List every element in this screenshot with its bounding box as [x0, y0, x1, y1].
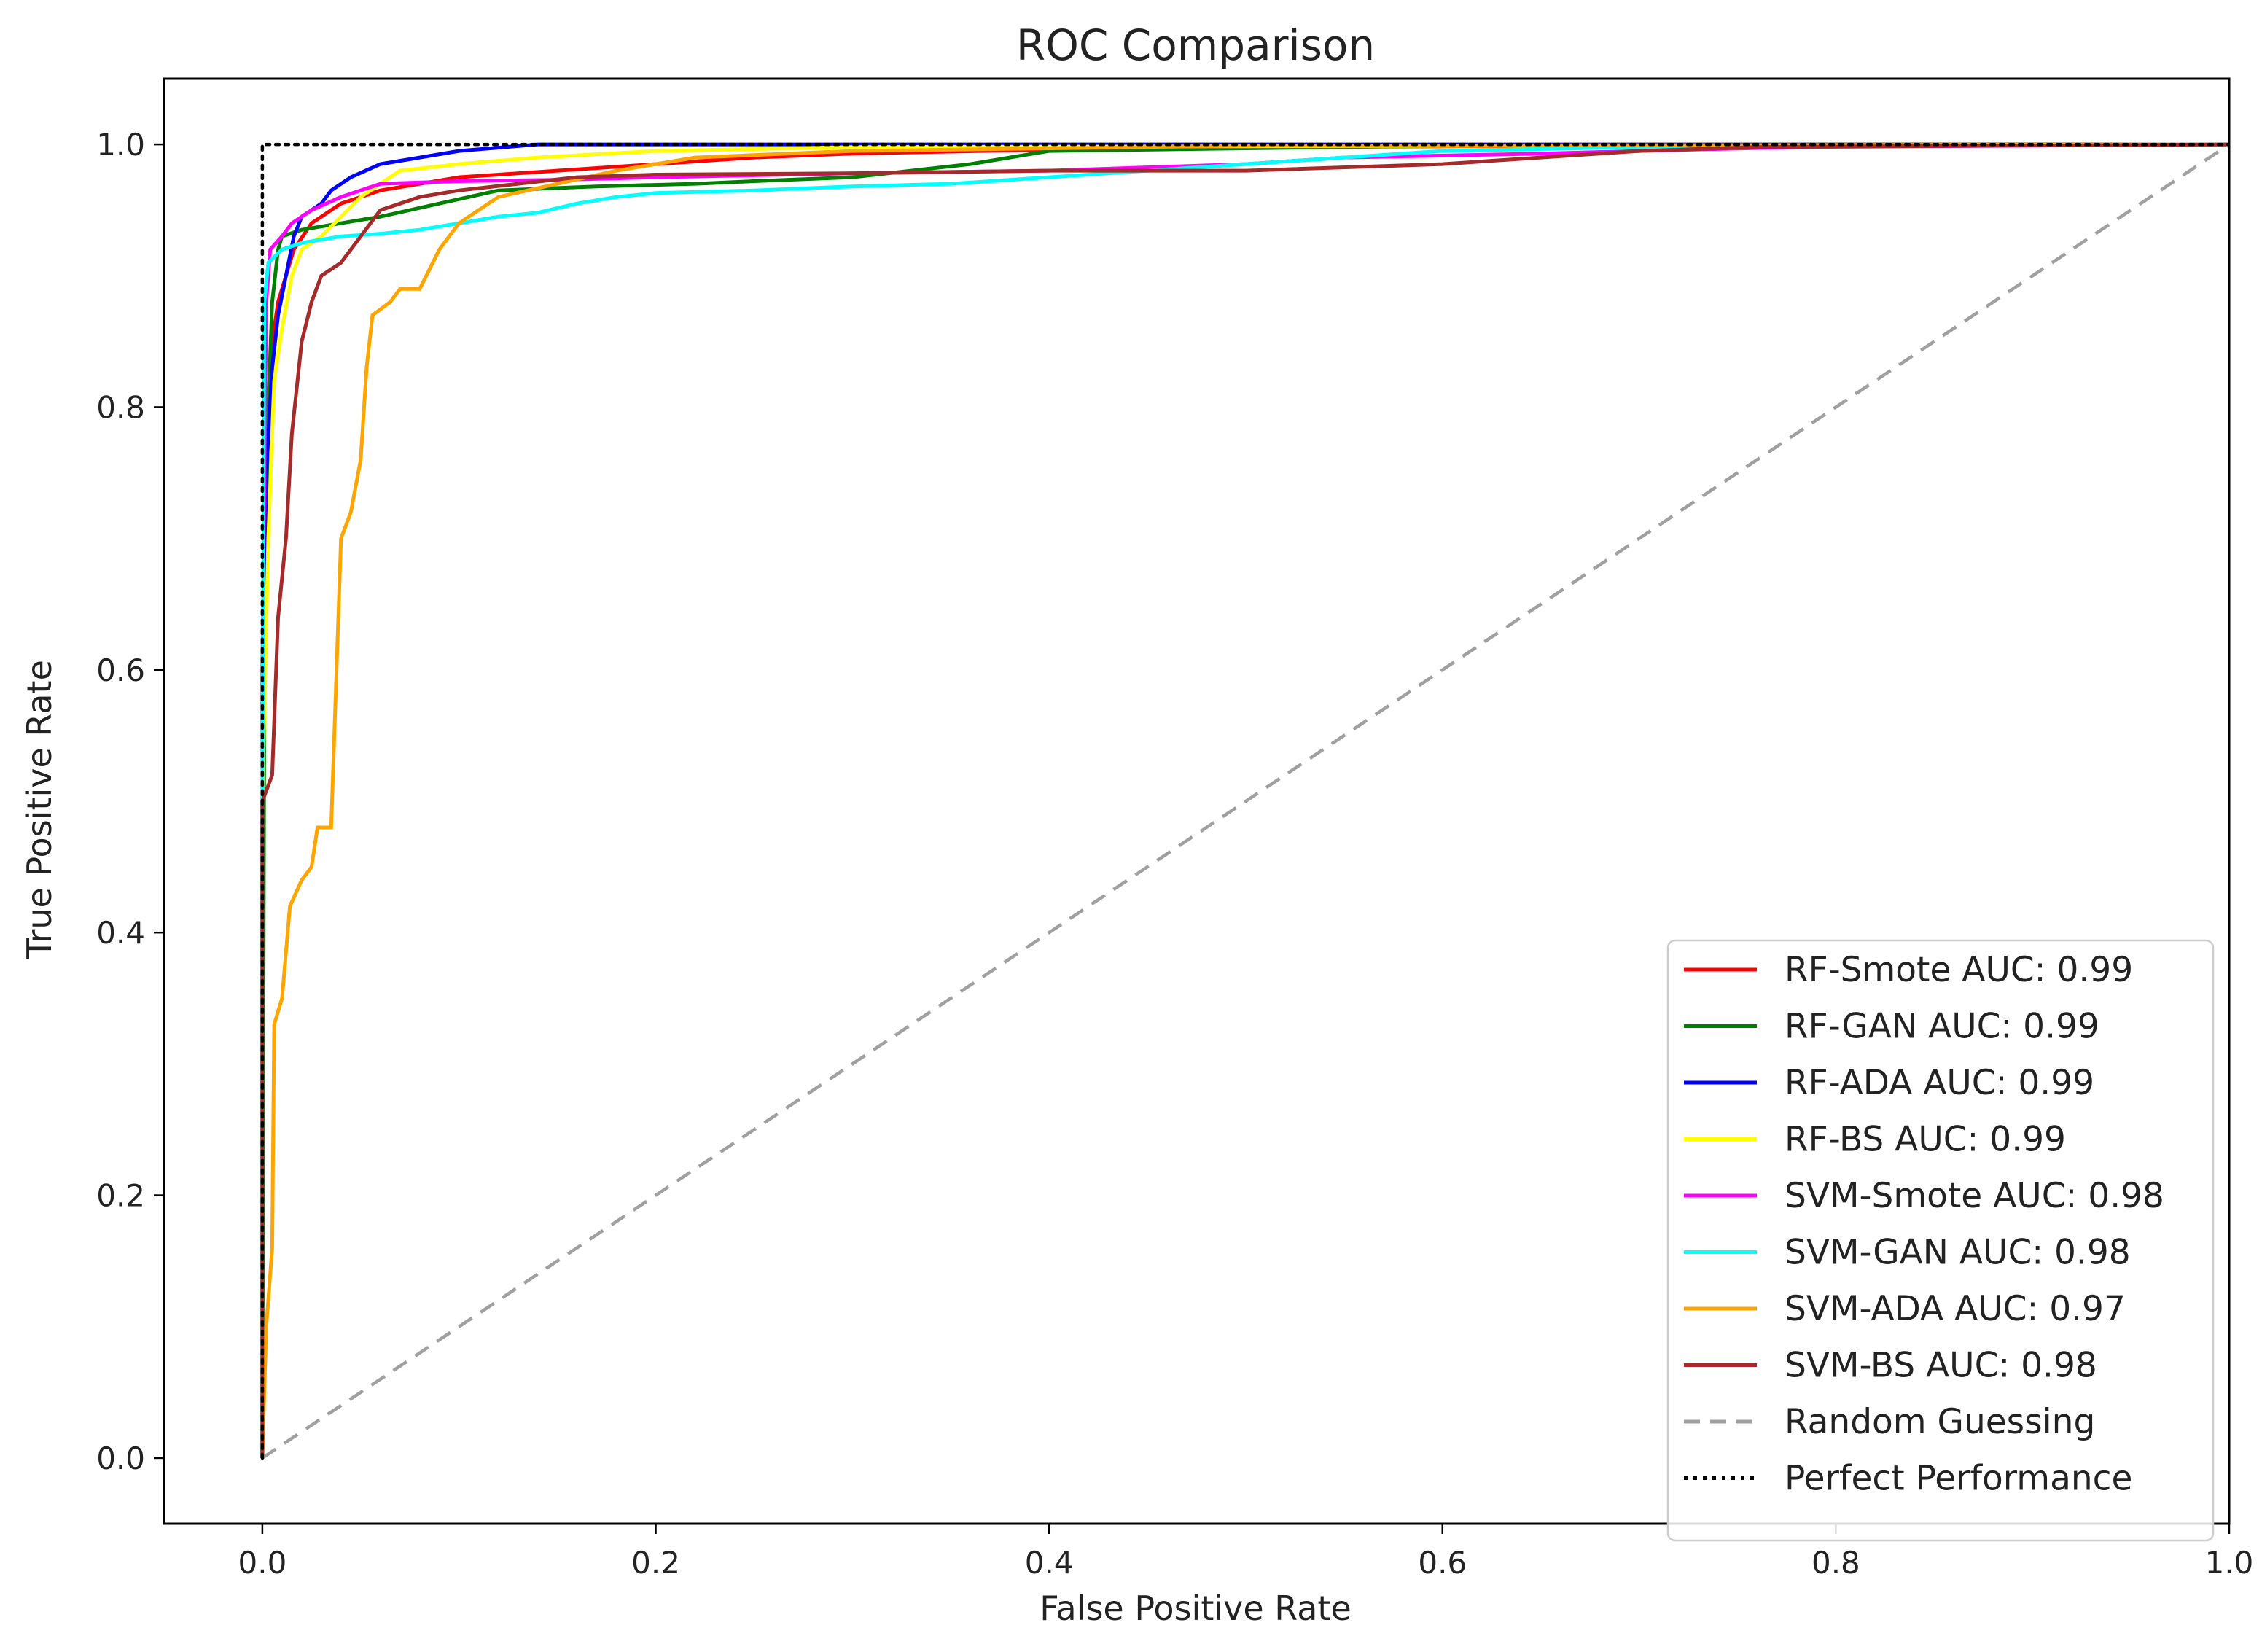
x-tick-label: 0.8 — [1811, 1545, 1860, 1581]
legend-label-rf-ada: RF-ADA AUC: 0.99 — [1785, 1063, 2094, 1103]
series-line-svm-bs — [260, 142, 2229, 1458]
y-axis-label: True Positive Rate — [20, 660, 59, 959]
plot-border — [163, 77, 2231, 1525]
x-tick-label: 0.6 — [1418, 1545, 1467, 1581]
y-tick-label: 0.2 — [96, 1178, 145, 1214]
y-tick-label: 1.0 — [96, 127, 145, 163]
legend-label-rf-smote: RF-Smote AUC: 0.99 — [1785, 950, 2133, 990]
x-tick-label: 1.0 — [2205, 1545, 2254, 1581]
legend-label-svm-ada: SVM-ADA AUC: 0.97 — [1785, 1289, 2126, 1329]
y-tick-label: 0.8 — [96, 389, 145, 425]
legend-label-svm-smote: SVM-Smote AUC: 0.98 — [1785, 1176, 2164, 1216]
x-tick-label: 0.0 — [238, 1545, 287, 1581]
legend-label-rf-bs: RF-BS AUC: 0.99 — [1785, 1120, 2066, 1160]
legend: RF-Smote AUC: 0.99 RF-GAN AUC: 0.99 RF-ADA… — [1666, 939, 2215, 1542]
x-tick-label: 0.4 — [1025, 1545, 1074, 1581]
y-tick-label: 0.6 — [96, 652, 145, 688]
series-line-rf-gan — [260, 142, 2229, 1458]
series-line-perfect-performance — [260, 142, 2229, 1460]
legend-label-rf-gan: RF-GAN AUC: 0.99 — [1785, 1007, 2099, 1047]
series-line-svm-gan — [260, 142, 2229, 1458]
x-tick-label: 0.2 — [631, 1545, 680, 1581]
legend-label-svm-bs: SVM-BS AUC: 0.98 — [1785, 1346, 2097, 1386]
series-line-random-guessing — [261, 143, 2229, 1460]
y-tick-label: 0.4 — [96, 915, 145, 951]
x-axis-label: False Positive Rate — [1040, 1589, 1352, 1628]
plot-lines — [260, 142, 2229, 1460]
legend-label-random-guessing: Random Guessing — [1785, 1402, 2095, 1442]
chart-title: ROC Comparison — [1016, 20, 1375, 70]
legend-label-perfect-performance: Perfect Performance — [1785, 1459, 2132, 1499]
plot-frame — [163, 77, 2231, 1525]
legend-box — [1666, 939, 2215, 1542]
y-tick-label: 0.0 — [96, 1441, 145, 1476]
legend-label-svm-gan: SVM-GAN AUC: 0.98 — [1785, 1233, 2131, 1273]
series-line-rf-ada — [260, 142, 2229, 1458]
series-line-svm-smote — [260, 142, 2229, 1458]
series-line-rf-bs — [260, 142, 2229, 1458]
axes: 0.0 0.2 0.4 0.6 0.8 1.0 0.0 0.2 0.4 0.6 0.8 1.0 — [96, 127, 2253, 1581]
